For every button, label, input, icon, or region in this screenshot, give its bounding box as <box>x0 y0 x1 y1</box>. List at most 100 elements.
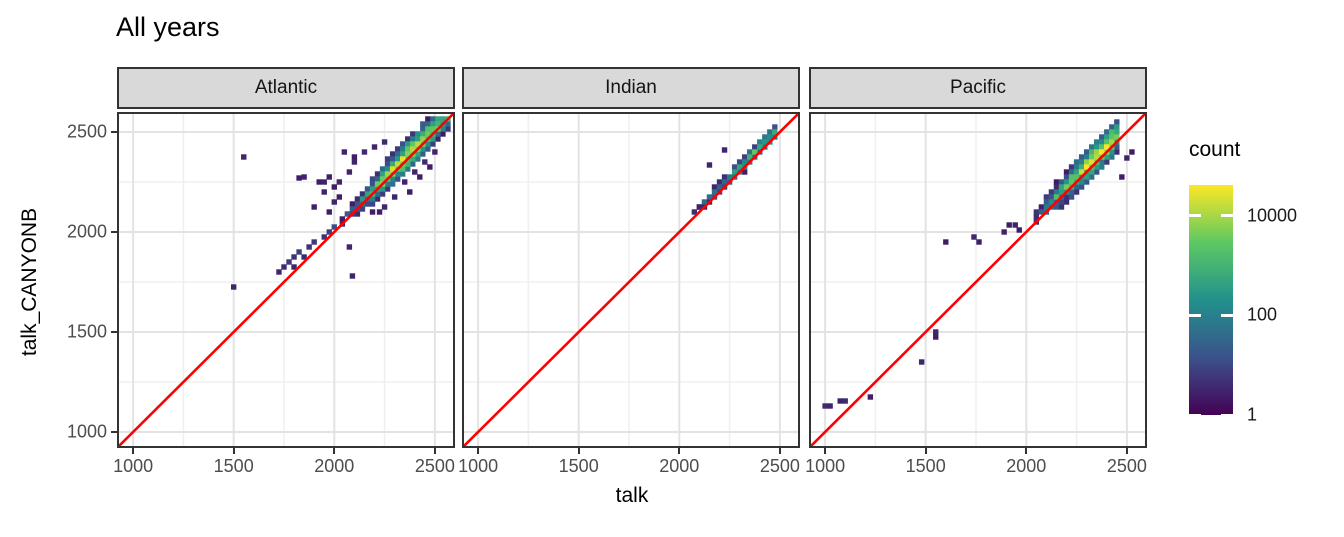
count-bin <box>1068 189 1075 195</box>
count-bin <box>1063 174 1070 180</box>
count-bin <box>281 264 287 270</box>
count-bin <box>326 174 332 180</box>
count-bin <box>1094 144 1100 150</box>
count-bin <box>374 196 381 202</box>
count-bin <box>430 126 436 132</box>
count-bin <box>1114 149 1120 155</box>
count-bin <box>1033 209 1040 215</box>
count-bin <box>445 126 451 132</box>
count-bin <box>435 136 441 142</box>
count-bin <box>752 149 758 155</box>
count-bin <box>435 131 441 137</box>
count-bin <box>346 169 353 175</box>
plot-title: All years <box>116 12 220 42</box>
count-bin <box>430 136 436 142</box>
count-bin <box>301 254 307 260</box>
count-bin <box>1053 204 1060 210</box>
count-bin <box>391 194 398 200</box>
count-bin <box>415 151 421 157</box>
count-bin <box>425 131 431 137</box>
count-bin <box>425 116 431 122</box>
count-bin <box>415 141 421 147</box>
count-bin <box>286 259 292 265</box>
count-bin <box>1114 134 1120 140</box>
count-bin <box>1094 154 1100 160</box>
count-bin <box>1001 229 1007 235</box>
count-bin <box>1078 169 1085 175</box>
count-bin <box>933 334 939 340</box>
count-bin <box>399 171 406 177</box>
count-bin <box>1094 164 1100 170</box>
count-bin <box>1094 169 1100 175</box>
count-bin <box>241 154 247 160</box>
count-bin <box>822 403 828 409</box>
x-axis-title: talk <box>615 484 649 507</box>
count-bin <box>384 161 391 167</box>
count-bin <box>726 174 733 180</box>
count-bin <box>1016 227 1022 233</box>
count-bin <box>1078 164 1085 170</box>
panel-border <box>809 112 1147 448</box>
legend-title: count <box>1189 138 1241 161</box>
count-bin <box>1073 159 1080 165</box>
x-tick-label: 2500 <box>759 456 800 476</box>
y-tick-label: 1000 <box>66 421 107 442</box>
y-tick-label: 1500 <box>66 321 107 342</box>
count-bin <box>407 189 413 195</box>
facet-strip-label: Atlantic <box>254 77 318 98</box>
count-bin <box>399 156 406 162</box>
count-bin <box>842 398 848 404</box>
count-bin <box>230 284 237 290</box>
count-bin <box>316 179 322 185</box>
count-bin <box>741 169 748 175</box>
count-bin <box>336 179 343 185</box>
y-tick-label: 2000 <box>66 221 107 242</box>
count-bin <box>762 139 768 145</box>
count-bin <box>394 176 401 182</box>
facet-strip-pacific: Pacific <box>809 67 1147 109</box>
count-bin <box>1078 154 1085 160</box>
count-bin <box>440 126 446 132</box>
count-bin <box>1012 222 1018 228</box>
count-bin <box>1048 199 1055 205</box>
count-bin <box>311 204 317 210</box>
count-bin <box>379 191 386 197</box>
legend-tick-dash <box>1221 413 1233 417</box>
x-tick-label: 1500 <box>213 456 254 476</box>
legend-tick-dash <box>1221 313 1233 317</box>
count-bin <box>346 244 353 250</box>
count-bin <box>1073 169 1080 175</box>
y-tick-mark <box>111 131 117 133</box>
count-bin <box>405 151 411 157</box>
count-bin <box>1099 159 1105 165</box>
count-bin <box>405 161 411 167</box>
legend-tick-dash <box>1189 214 1201 218</box>
count-bin <box>389 176 396 182</box>
count-bin <box>405 166 411 172</box>
panel-indian <box>461 111 801 449</box>
count-bin <box>379 171 386 177</box>
count-bin <box>331 184 337 190</box>
count-bin <box>420 146 426 152</box>
x-tick-mark <box>778 448 781 454</box>
count-bin <box>1063 194 1070 200</box>
x-tick-label: 1500 <box>905 456 946 476</box>
count-bin <box>1099 149 1105 155</box>
x-tick-mark <box>577 448 580 454</box>
count-bin <box>410 156 416 162</box>
x-tick-mark <box>232 448 235 454</box>
count-bin <box>422 159 428 165</box>
count-bin <box>757 144 763 150</box>
count-bin <box>415 131 421 137</box>
panel-atlantic <box>116 111 456 449</box>
count-bin <box>415 136 421 142</box>
count-bin <box>359 191 366 197</box>
panel-canvas-pacific <box>808 111 1148 449</box>
x-tick-mark <box>433 448 436 454</box>
count-bin <box>1038 204 1045 210</box>
count-bin <box>1068 179 1075 185</box>
count-bin <box>341 149 348 155</box>
count-bin <box>384 186 391 192</box>
count-bin <box>410 161 416 167</box>
count-bin <box>1124 155 1130 161</box>
